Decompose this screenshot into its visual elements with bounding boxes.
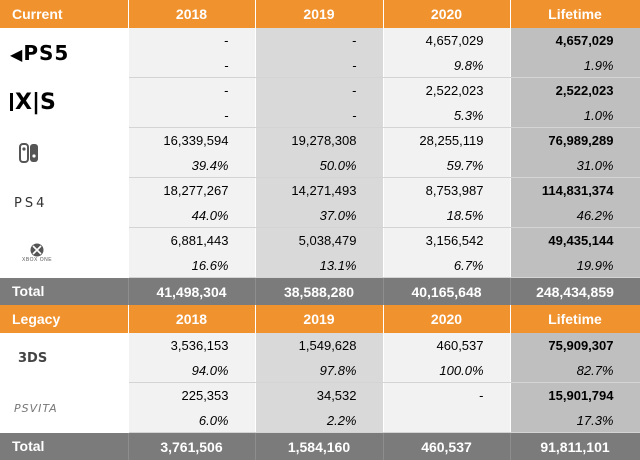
col-header-2019: 2019 bbox=[255, 305, 383, 333]
cell-value: 18,277,267 bbox=[128, 178, 255, 204]
cell-share: 6.0% bbox=[128, 408, 255, 433]
psvita-logo-icon: PSVITA bbox=[0, 383, 128, 433]
cell-share: 6.7% bbox=[383, 253, 510, 278]
cell-share bbox=[383, 408, 510, 433]
cell-share: 1.0% bbox=[510, 103, 640, 128]
section-label: Legacy bbox=[0, 305, 128, 333]
cell-value: 28,255,119 bbox=[383, 128, 510, 154]
col-header-2018: 2018 bbox=[128, 0, 255, 28]
total-value: 38,588,280 bbox=[255, 278, 383, 306]
cell-lifetime: 75,909,307 bbox=[510, 333, 640, 358]
col-header-2019: 2019 bbox=[255, 0, 383, 28]
total-label: Total bbox=[0, 278, 128, 306]
cell-share: 13.1% bbox=[255, 253, 383, 278]
table-row-switch: 16,339,594 19,278,308 28,255,119 76,989,… bbox=[0, 128, 640, 154]
cell-value: 4,657,029 bbox=[383, 28, 510, 53]
cell-share: 39.4% bbox=[128, 153, 255, 178]
current-total-row: Total 41,498,304 38,588,280 40,165,648 2… bbox=[0, 278, 640, 306]
3ds-logo-icon: 3DS bbox=[0, 333, 128, 383]
section-label: Current bbox=[0, 0, 128, 28]
cell-share: 82.7% bbox=[510, 358, 640, 383]
cell-share: 16.6% bbox=[128, 253, 255, 278]
cell-share: 59.7% bbox=[383, 153, 510, 178]
table-row-3ds: 3DS 3,536,153 1,549,628 460,537 75,909,3… bbox=[0, 333, 640, 358]
cell-value: - bbox=[383, 383, 510, 409]
cell-share: 17.3% bbox=[510, 408, 640, 433]
cell-value: 14,271,493 bbox=[255, 178, 383, 204]
cell-value: - bbox=[128, 78, 255, 104]
cell-value: 3,156,542 bbox=[383, 228, 510, 254]
total-value: 248,434,859 bbox=[510, 278, 640, 306]
cell-share: 31.0% bbox=[510, 153, 640, 178]
cell-share: 37.0% bbox=[255, 203, 383, 228]
col-header-2018: 2018 bbox=[128, 305, 255, 333]
xbox-bar-icon bbox=[10, 93, 13, 111]
cell-value: - bbox=[255, 78, 383, 104]
total-value: 40,165,648 bbox=[383, 278, 510, 306]
cell-share: 5.3% bbox=[383, 103, 510, 128]
cell-value: - bbox=[128, 28, 255, 53]
cell-value: 16,339,594 bbox=[128, 128, 255, 154]
table-row-ps4: PS4 18,277,267 14,271,493 8,753,987 114,… bbox=[0, 178, 640, 204]
cell-value: 34,532 bbox=[255, 383, 383, 409]
total-value: 41,498,304 bbox=[128, 278, 255, 306]
cell-share: - bbox=[128, 53, 255, 78]
ps5-logo-icon: ◀PS5 bbox=[0, 28, 128, 78]
cell-value: 460,537 bbox=[383, 333, 510, 358]
cell-value: 1,549,628 bbox=[255, 333, 383, 358]
cell-share: 2.2% bbox=[255, 408, 383, 433]
cell-value: - bbox=[255, 28, 383, 53]
total-value: 91,811,101 bbox=[510, 433, 640, 460]
ps-symbol-icon: ◀ bbox=[10, 45, 23, 64]
cell-share: 1.9% bbox=[510, 53, 640, 78]
current-header-row: Current 2018 2019 2020 Lifetime bbox=[0, 0, 640, 28]
cell-share: 100.0% bbox=[383, 358, 510, 383]
cell-share: 18.5% bbox=[383, 203, 510, 228]
cell-lifetime: 15,901,794 bbox=[510, 383, 640, 409]
cell-value: 225,353 bbox=[128, 383, 255, 409]
col-header-2020: 2020 bbox=[383, 0, 510, 28]
cell-value: 19,278,308 bbox=[255, 128, 383, 154]
total-label: Total bbox=[0, 433, 128, 460]
cell-share: 44.0% bbox=[128, 203, 255, 228]
cell-share: - bbox=[255, 103, 383, 128]
cell-value: 6,881,443 bbox=[128, 228, 255, 254]
cell-share: 46.2% bbox=[510, 203, 640, 228]
col-header-lifetime: Lifetime bbox=[510, 305, 640, 333]
total-value: 460,537 bbox=[383, 433, 510, 460]
legacy-header-row: Legacy 2018 2019 2020 Lifetime bbox=[0, 305, 640, 333]
table-row-xbox-one: XBOX ONE 6,881,443 5,038,479 3,156,542 4… bbox=[0, 228, 640, 254]
cell-lifetime: 4,657,029 bbox=[510, 28, 640, 53]
cell-share: 50.0% bbox=[255, 153, 383, 178]
cell-lifetime: 114,831,374 bbox=[510, 178, 640, 204]
cell-share: 97.8% bbox=[255, 358, 383, 383]
table-row-ps5: ◀PS5 - - 4,657,029 4,657,029 bbox=[0, 28, 640, 53]
cell-lifetime: 76,989,289 bbox=[510, 128, 640, 154]
cell-share: - bbox=[128, 103, 255, 128]
cell-share: 94.0% bbox=[128, 358, 255, 383]
cell-value: 5,038,479 bbox=[255, 228, 383, 254]
xbox-sphere-icon bbox=[30, 243, 44, 257]
ps4-logo-icon: PS4 bbox=[0, 178, 128, 228]
cell-share: - bbox=[255, 53, 383, 78]
switch-logo-icon bbox=[0, 128, 128, 178]
cell-value: 2,522,023 bbox=[383, 78, 510, 104]
cell-share: 19.9% bbox=[510, 253, 640, 278]
table-row-xbox-series: X|S - - 2,522,023 2,522,023 bbox=[0, 78, 640, 104]
cell-value: 8,753,987 bbox=[383, 178, 510, 204]
total-value: 3,761,506 bbox=[128, 433, 255, 460]
col-header-2020: 2020 bbox=[383, 305, 510, 333]
cell-lifetime: 49,435,144 bbox=[510, 228, 640, 254]
xbox-one-logo-icon: XBOX ONE bbox=[0, 228, 128, 278]
cell-lifetime: 2,522,023 bbox=[510, 78, 640, 104]
legacy-total-row: Total 3,761,506 1,584,160 460,537 91,811… bbox=[0, 433, 640, 460]
col-header-lifetime: Lifetime bbox=[510, 0, 640, 28]
total-value: 1,584,160 bbox=[255, 433, 383, 460]
cell-value: 3,536,153 bbox=[128, 333, 255, 358]
xbox-series-logo-icon: X|S bbox=[0, 78, 128, 128]
cell-share: 9.8% bbox=[383, 53, 510, 78]
table-row-psvita: PSVITA 225,353 34,532 - 15,901,794 bbox=[0, 383, 640, 409]
